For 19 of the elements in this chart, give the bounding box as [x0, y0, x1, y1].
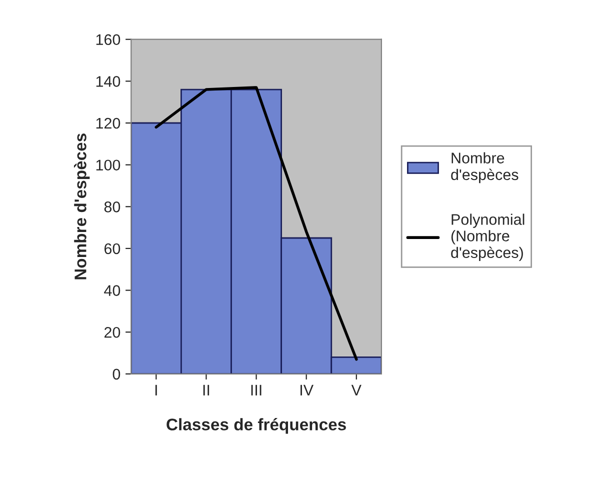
y-tick-label: 140: [96, 76, 120, 87]
x-tick-label: IV: [300, 384, 314, 396]
x-tick-label: V: [351, 384, 362, 396]
x-axis-title: Classes de fréquences: [166, 418, 346, 434]
y-tick-label: 20: [104, 326, 120, 338]
y-tick-label: 100: [96, 160, 120, 171]
y-tick-label: 0: [112, 368, 120, 380]
y-tick-label: 60: [104, 243, 120, 254]
y-tick-label: 160: [96, 34, 120, 46]
y-tick-label: 40: [104, 285, 120, 296]
line-series: [154, 86, 358, 361]
y-tick-label: 120: [96, 118, 120, 129]
y-tick-label: 80: [104, 202, 120, 212]
legend-label: Nombre d'espèces: [451, 152, 518, 184]
legend-label: Polynomial (Nombre d'espèces): [451, 214, 524, 262]
x-tick-label: I: [155, 384, 157, 396]
x-tick-label: III: [251, 384, 262, 396]
y-axis-title: Nombre d'espèces: [74, 134, 90, 280]
x-tick-label: II: [203, 384, 210, 396]
